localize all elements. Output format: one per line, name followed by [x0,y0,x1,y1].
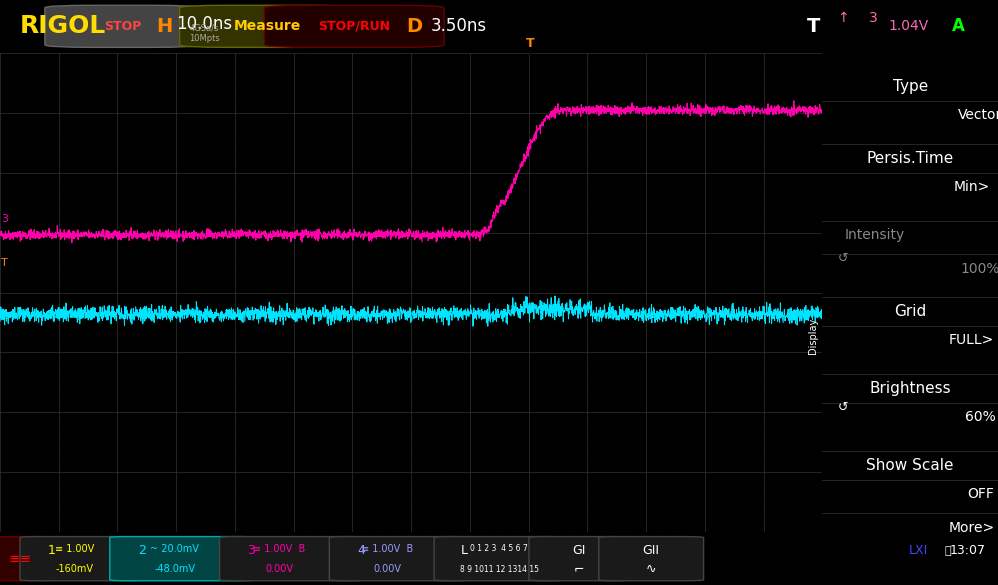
Text: GI: GI [572,544,586,558]
Text: 2: 2 [1,311,8,321]
Text: Persis.Time: Persis.Time [866,151,954,166]
FancyBboxPatch shape [45,5,200,47]
Text: ~ 20.0mV: ~ 20.0mV [151,544,199,554]
FancyBboxPatch shape [20,536,145,581]
Text: D: D [406,17,422,36]
Text: -48.0mV: -48.0mV [154,564,196,574]
FancyBboxPatch shape [220,536,364,581]
Text: LXI: LXI [908,544,928,558]
Text: ↑: ↑ [837,12,849,25]
Text: STOP/RUN: STOP/RUN [318,20,390,33]
Text: 0.00V: 0.00V [265,564,293,574]
Text: OFF: OFF [967,487,994,501]
Text: FULL>: FULL> [949,333,994,347]
FancyBboxPatch shape [329,536,469,581]
FancyBboxPatch shape [110,536,254,581]
Text: Intensity: Intensity [845,228,905,242]
Text: 8 9 1011 12 1314 15: 8 9 1011 12 1314 15 [459,565,539,574]
Text: 100%: 100% [961,261,998,276]
Text: ∿: ∿ [646,563,656,576]
Text: 3: 3 [869,12,877,25]
Text: 1: 1 [48,544,56,558]
Text: 3: 3 [248,544,255,558]
Text: ≡ 1.00V: ≡ 1.00V [55,544,95,554]
FancyBboxPatch shape [529,536,629,581]
Text: GII: GII [642,544,660,558]
Text: ⌐: ⌐ [574,563,584,576]
Text: Type: Type [892,79,928,94]
Text: ≡≡: ≡≡ [8,552,32,566]
FancyBboxPatch shape [0,536,55,581]
Text: L: L [461,544,468,558]
Text: Show Scale: Show Scale [866,457,954,473]
Text: Brightness: Brightness [869,381,951,396]
Text: H: H [157,17,173,36]
Text: Measure: Measure [234,19,301,33]
Text: Min>: Min> [953,180,990,194]
Text: 3.50ns: 3.50ns [431,18,487,35]
Text: 1.04V: 1.04V [888,19,928,33]
Text: ↺: ↺ [838,252,848,266]
Text: ↺: ↺ [838,401,848,414]
Text: 10.0ns: 10.0ns [177,15,233,33]
Text: ≡ 1.00V  B: ≡ 1.00V B [361,544,413,554]
Text: T: T [526,37,535,50]
Text: 60%: 60% [965,410,996,424]
Text: 🔊: 🔊 [945,546,951,556]
Text: 4GSa/s
10Mpts: 4GSa/s 10Mpts [190,24,220,43]
FancyBboxPatch shape [264,5,444,47]
Text: 0 1 2 3  4 5 6 7: 0 1 2 3 4 5 6 7 [470,543,528,553]
Text: 3: 3 [1,214,8,225]
Text: -160mV: -160mV [56,564,94,574]
Text: T: T [1,258,8,269]
Text: T: T [527,46,534,56]
Text: 13:07: 13:07 [950,544,986,558]
Text: ≡ 1.00V  B: ≡ 1.00V B [253,544,305,554]
Text: A: A [952,18,964,35]
Text: 4: 4 [357,544,365,558]
Text: RIGOL: RIGOL [20,14,106,39]
Text: T: T [806,17,820,36]
Text: Grid: Grid [894,304,926,319]
Text: 0.00V: 0.00V [373,564,401,574]
Text: Display: Display [808,318,818,355]
Text: More>: More> [948,521,995,535]
FancyBboxPatch shape [180,5,354,47]
Text: Vector: Vector [958,108,998,122]
Text: STOP: STOP [104,20,142,33]
FancyBboxPatch shape [599,536,704,581]
FancyBboxPatch shape [434,536,564,581]
Text: 2: 2 [138,544,146,558]
